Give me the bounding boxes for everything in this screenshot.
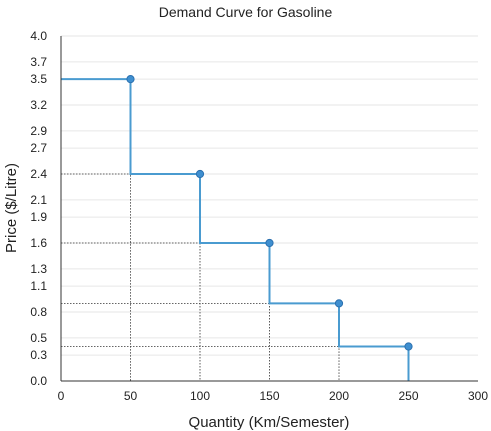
data-point [126,75,135,84]
y-tick-label: 0.0 [30,374,47,388]
y-tick-label: 1.1 [30,279,47,293]
data-point [195,169,205,179]
x-tick-label: 50 [124,389,138,403]
x-axis-label: Quantity (Km/Semester) [189,414,350,431]
chart-title: Demand Curve for Gasoline [158,4,333,20]
data-point [404,342,413,351]
axes [60,36,478,382]
y-tick-label: 3.7 [30,55,47,69]
y-axis-label: Price ($/Litre) [3,163,20,253]
demand-step-line [61,78,410,381]
y-tick-label: 3.5 [30,72,47,86]
data-point [265,238,274,248]
x-tick-label: 250 [398,389,418,403]
y-tick-labels: 0.0 0.3 0.5 0.8 1.1 1.3 1.6 1.9 2.1 2.4 2.7 2.9 3.2 3… [30,29,47,388]
y-tick-label: 2.1 [30,193,47,207]
y-tick-label: 0.3 [30,348,47,362]
y-tick-label: 3.2 [30,98,47,112]
data-point [334,299,344,308]
x-tick-label: 200 [329,389,349,403]
y-tick-label: 4.0 [30,29,47,43]
y-tick-label: 2.9 [30,124,47,138]
x-tick-label: 300 [468,389,488,403]
grid-layer [61,35,478,382]
y-tick-label: 0.8 [30,305,47,319]
data-points [126,75,413,351]
guide-lines [61,78,409,381]
y-tick-label: 1.6 [30,236,47,250]
x-tick-labels: 0 50 100 150 200 250 300 [58,389,489,403]
y-tick-label: 1.3 [30,262,47,276]
y-tick-label: 2.7 [30,141,47,155]
y-tick-label: 2.4 [30,167,47,181]
y-tick-label: 0.5 [30,331,47,345]
x-tick-label: 150 [259,389,279,403]
x-tick-label: 100 [190,389,210,403]
x-tick-label: 0 [58,389,65,403]
y-tick-label: 1.9 [30,210,47,224]
